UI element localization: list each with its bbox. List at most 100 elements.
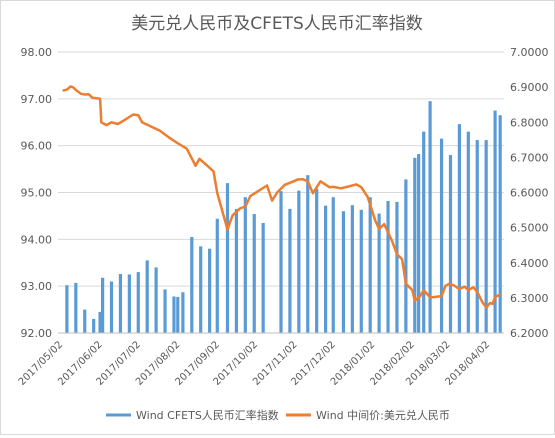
bar <box>65 285 69 333</box>
line-point <box>100 121 103 124</box>
bar <box>306 175 310 333</box>
bar <box>377 213 381 333</box>
bar <box>83 309 87 333</box>
line-point <box>239 207 242 210</box>
line-point <box>440 295 443 297</box>
line-point <box>176 142 179 145</box>
line-point <box>347 185 350 188</box>
line-point <box>301 178 304 180</box>
line-point <box>69 85 72 88</box>
right-tick-label: 6.4000 <box>510 257 549 270</box>
line-point <box>499 293 501 296</box>
line-point <box>137 114 140 117</box>
right-tick-label: 6.7000 <box>510 151 549 164</box>
bar <box>288 208 292 333</box>
bar <box>101 277 105 333</box>
line-point <box>463 285 466 288</box>
bar <box>422 131 426 333</box>
bar <box>368 197 372 333</box>
x-axis: 2017/05/022017/06/022017/07/022017/08/02… <box>17 332 504 388</box>
line-point <box>226 228 229 231</box>
right-axis: 7.0000 6.9000 6.8000 6.7000 6.6000 6.5000 6.40… <box>510 46 549 340</box>
bar <box>315 188 319 333</box>
bar <box>324 205 328 333</box>
line-point <box>117 123 119 125</box>
line-point <box>312 192 314 195</box>
right-tick-label: 6.2000 <box>510 327 549 340</box>
line-point <box>141 121 143 124</box>
bar <box>350 205 354 333</box>
bar <box>172 296 176 333</box>
legend-line-label: Wind 中间价:美元兑人民币 <box>316 408 450 422</box>
line-point <box>340 187 342 190</box>
line-point <box>414 299 416 302</box>
bar <box>109 281 114 333</box>
line-point <box>306 180 309 183</box>
bar <box>428 101 432 333</box>
bar <box>176 296 180 333</box>
left-tick-label: 97.00 <box>21 93 53 106</box>
line-point <box>198 157 201 160</box>
bar <box>386 200 390 333</box>
bar <box>466 131 470 333</box>
bar <box>359 209 363 333</box>
line-point <box>266 184 268 187</box>
bar <box>199 246 203 333</box>
line-point <box>319 180 322 183</box>
line-point <box>411 289 414 291</box>
bar <box>475 140 479 333</box>
bar <box>413 157 417 333</box>
right-tick-label: 6.8000 <box>510 116 549 129</box>
line-point <box>391 239 393 242</box>
bar <box>74 282 78 333</box>
line-point <box>366 196 369 198</box>
bar <box>439 138 444 333</box>
line-point <box>159 129 161 132</box>
line-point <box>458 288 461 290</box>
bar <box>404 179 408 333</box>
line-point <box>206 164 208 167</box>
line-point <box>485 306 487 309</box>
line-point <box>62 89 64 92</box>
right-tick-label: 7.0000 <box>510 46 549 59</box>
line-point <box>216 192 219 195</box>
bar <box>181 292 185 333</box>
bar <box>127 274 131 333</box>
line-point <box>194 165 197 167</box>
line-point <box>75 89 77 91</box>
line-point <box>185 147 188 150</box>
left-tick-label: 93.00 <box>21 280 53 293</box>
bar <box>190 236 194 333</box>
left-tick-label: 98.00 <box>21 46 53 59</box>
bar <box>243 197 247 333</box>
bar <box>208 248 212 333</box>
line-point <box>284 183 286 186</box>
line-point <box>374 219 377 222</box>
bar <box>457 124 461 333</box>
line-point <box>489 302 491 304</box>
line-point <box>212 170 215 173</box>
legend: Wind CFETS人民币汇率指数 Wind 中间价:美元兑人民币 <box>106 408 450 422</box>
line-point <box>231 214 234 217</box>
left-tick-label: 94.00 <box>21 233 53 246</box>
line-point <box>99 97 101 100</box>
line-point <box>132 113 134 116</box>
line-point <box>87 93 90 95</box>
line-point <box>124 118 127 121</box>
bar <box>493 110 497 334</box>
line-point <box>271 199 273 202</box>
bar <box>279 191 283 333</box>
bar <box>118 273 123 333</box>
line-point <box>360 186 363 189</box>
bar <box>417 154 421 333</box>
line-point <box>491 303 494 305</box>
line-point <box>378 228 380 230</box>
line-point <box>422 289 425 291</box>
chart-title: 美元兑人民币及CFETS人民币汇率指数 <box>131 14 423 34</box>
line-point <box>444 285 447 287</box>
line-point <box>105 124 108 126</box>
line-point <box>168 136 170 139</box>
bar <box>234 208 238 333</box>
